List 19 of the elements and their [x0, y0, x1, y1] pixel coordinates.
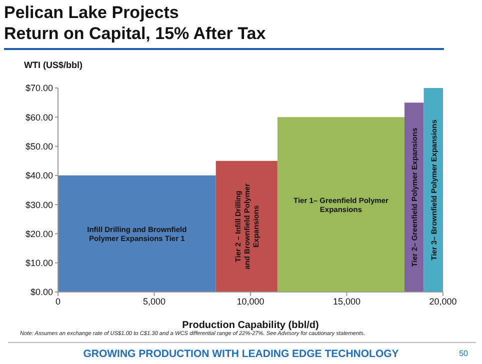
y-tick-label: $70.00 — [25, 83, 53, 94]
chart-subtitle: Return on Capital, 15% After Tax — [4, 23, 266, 44]
x-tick-label: 20,000 — [429, 296, 457, 306]
y-tick-label: $20.00 — [25, 228, 53, 239]
x-axis-title: Production Capability (bbl/d) — [182, 320, 319, 331]
x-tick-label: 15,000 — [332, 296, 361, 306]
x-tick-label: 10,000 — [236, 296, 264, 306]
text: GROWING PRODUCTION WITH LEADING EDGE TECHNOLOGY — [83, 348, 399, 360]
y-axis-title: WTI (US$/bbl) — [24, 60, 84, 71]
y-tick-label: $10.00 — [25, 258, 53, 268]
x-tick-label: 0 — [55, 296, 61, 306]
y-tick-label: $40.00 — [25, 170, 53, 181]
y-tick-label: $60.00 — [25, 112, 53, 122]
text: 50 — [459, 349, 468, 358]
y-tick-label: $50.00 — [25, 141, 53, 152]
chart-title: Pelican Lake Projects — [4, 2, 180, 23]
y-tick-label: $0.00 — [30, 287, 53, 298]
x-tick-label: 5,000 — [142, 296, 166, 306]
y-tick-label: $30.00 — [25, 200, 53, 210]
